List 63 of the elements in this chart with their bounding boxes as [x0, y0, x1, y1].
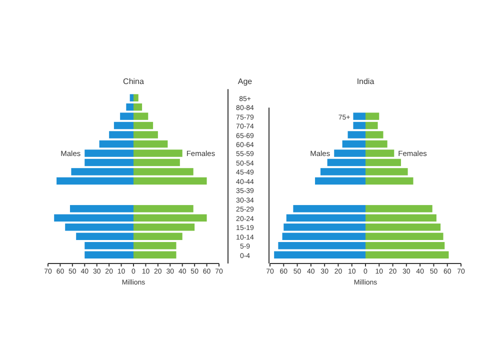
- bar: [366, 131, 384, 138]
- bar: [366, 205, 432, 212]
- bar: [65, 224, 134, 231]
- bar: [84, 251, 134, 258]
- bar: [353, 122, 366, 130]
- bar: [134, 103, 142, 111]
- bar: [54, 214, 134, 222]
- bar: [366, 158, 401, 166]
- bar: [134, 150, 182, 157]
- bar: [366, 168, 408, 176]
- bar: [134, 131, 158, 138]
- bar: [134, 168, 194, 176]
- bar: [274, 251, 366, 258]
- bar: [84, 150, 134, 157]
- y-axis-title: Age: [238, 77, 253, 86]
- bar: [134, 214, 207, 222]
- bar: [366, 224, 441, 231]
- bar: [366, 140, 388, 148]
- bar: [282, 232, 366, 240]
- bar: [134, 122, 154, 130]
- bar: [134, 94, 138, 102]
- bar: [70, 205, 134, 212]
- bar: [134, 232, 182, 240]
- bar: [76, 232, 134, 240]
- bar: [134, 158, 180, 166]
- bar: [366, 122, 378, 130]
- bar: [366, 242, 445, 250]
- bar: [56, 177, 134, 185]
- bar: [126, 103, 134, 111]
- bar: [134, 251, 176, 258]
- bar: [366, 112, 380, 120]
- bar: [134, 140, 168, 148]
- bar: [134, 205, 194, 212]
- bar: [334, 150, 366, 157]
- bar: [353, 112, 366, 120]
- bar: [130, 94, 134, 102]
- bar: [366, 232, 444, 240]
- bar: [134, 177, 207, 185]
- bar: [278, 242, 366, 250]
- chart-title: China: [123, 77, 144, 86]
- bar: [284, 224, 366, 231]
- bar: [320, 168, 366, 176]
- bar: [366, 177, 414, 185]
- bar: [286, 214, 366, 222]
- bar: [84, 242, 134, 250]
- bar: [134, 112, 148, 120]
- bar: [71, 168, 134, 176]
- bar: [366, 150, 394, 157]
- bar: [348, 131, 366, 138]
- chart-title: India: [356, 77, 375, 86]
- bar: [84, 158, 134, 166]
- bar: [342, 140, 366, 148]
- bar: [134, 242, 176, 250]
- bar: [120, 112, 134, 120]
- bar: [366, 251, 449, 258]
- bar: [109, 131, 134, 138]
- bar: [315, 177, 366, 185]
- bar: [114, 122, 134, 130]
- bar: [366, 214, 436, 222]
- bar: [134, 224, 195, 231]
- bar: [99, 140, 134, 148]
- bar: [293, 205, 366, 212]
- bar: [327, 158, 366, 166]
